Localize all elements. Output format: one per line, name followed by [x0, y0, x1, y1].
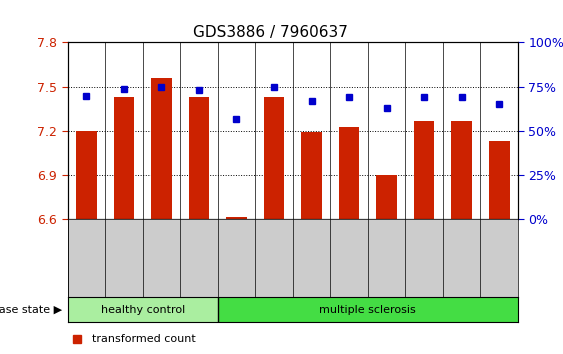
Bar — [339, 126, 359, 219]
Bar — [76, 131, 97, 219]
Bar — [489, 141, 510, 219]
Bar — [218, 297, 518, 322]
Title: GDS3886 / 7960637: GDS3886 / 7960637 — [193, 25, 348, 40]
Bar — [151, 78, 172, 219]
Bar — [452, 121, 472, 219]
Bar — [226, 217, 247, 219]
Bar — [189, 97, 209, 219]
Text: healthy control: healthy control — [101, 305, 185, 315]
Text: multiple sclerosis: multiple sclerosis — [319, 305, 416, 315]
Bar — [68, 297, 218, 322]
Text: disease state ▶: disease state ▶ — [0, 305, 62, 315]
Bar — [263, 97, 284, 219]
Bar — [414, 121, 435, 219]
Bar — [376, 175, 397, 219]
Bar — [301, 132, 322, 219]
Text: transformed count: transformed count — [92, 335, 196, 344]
Bar — [114, 97, 134, 219]
